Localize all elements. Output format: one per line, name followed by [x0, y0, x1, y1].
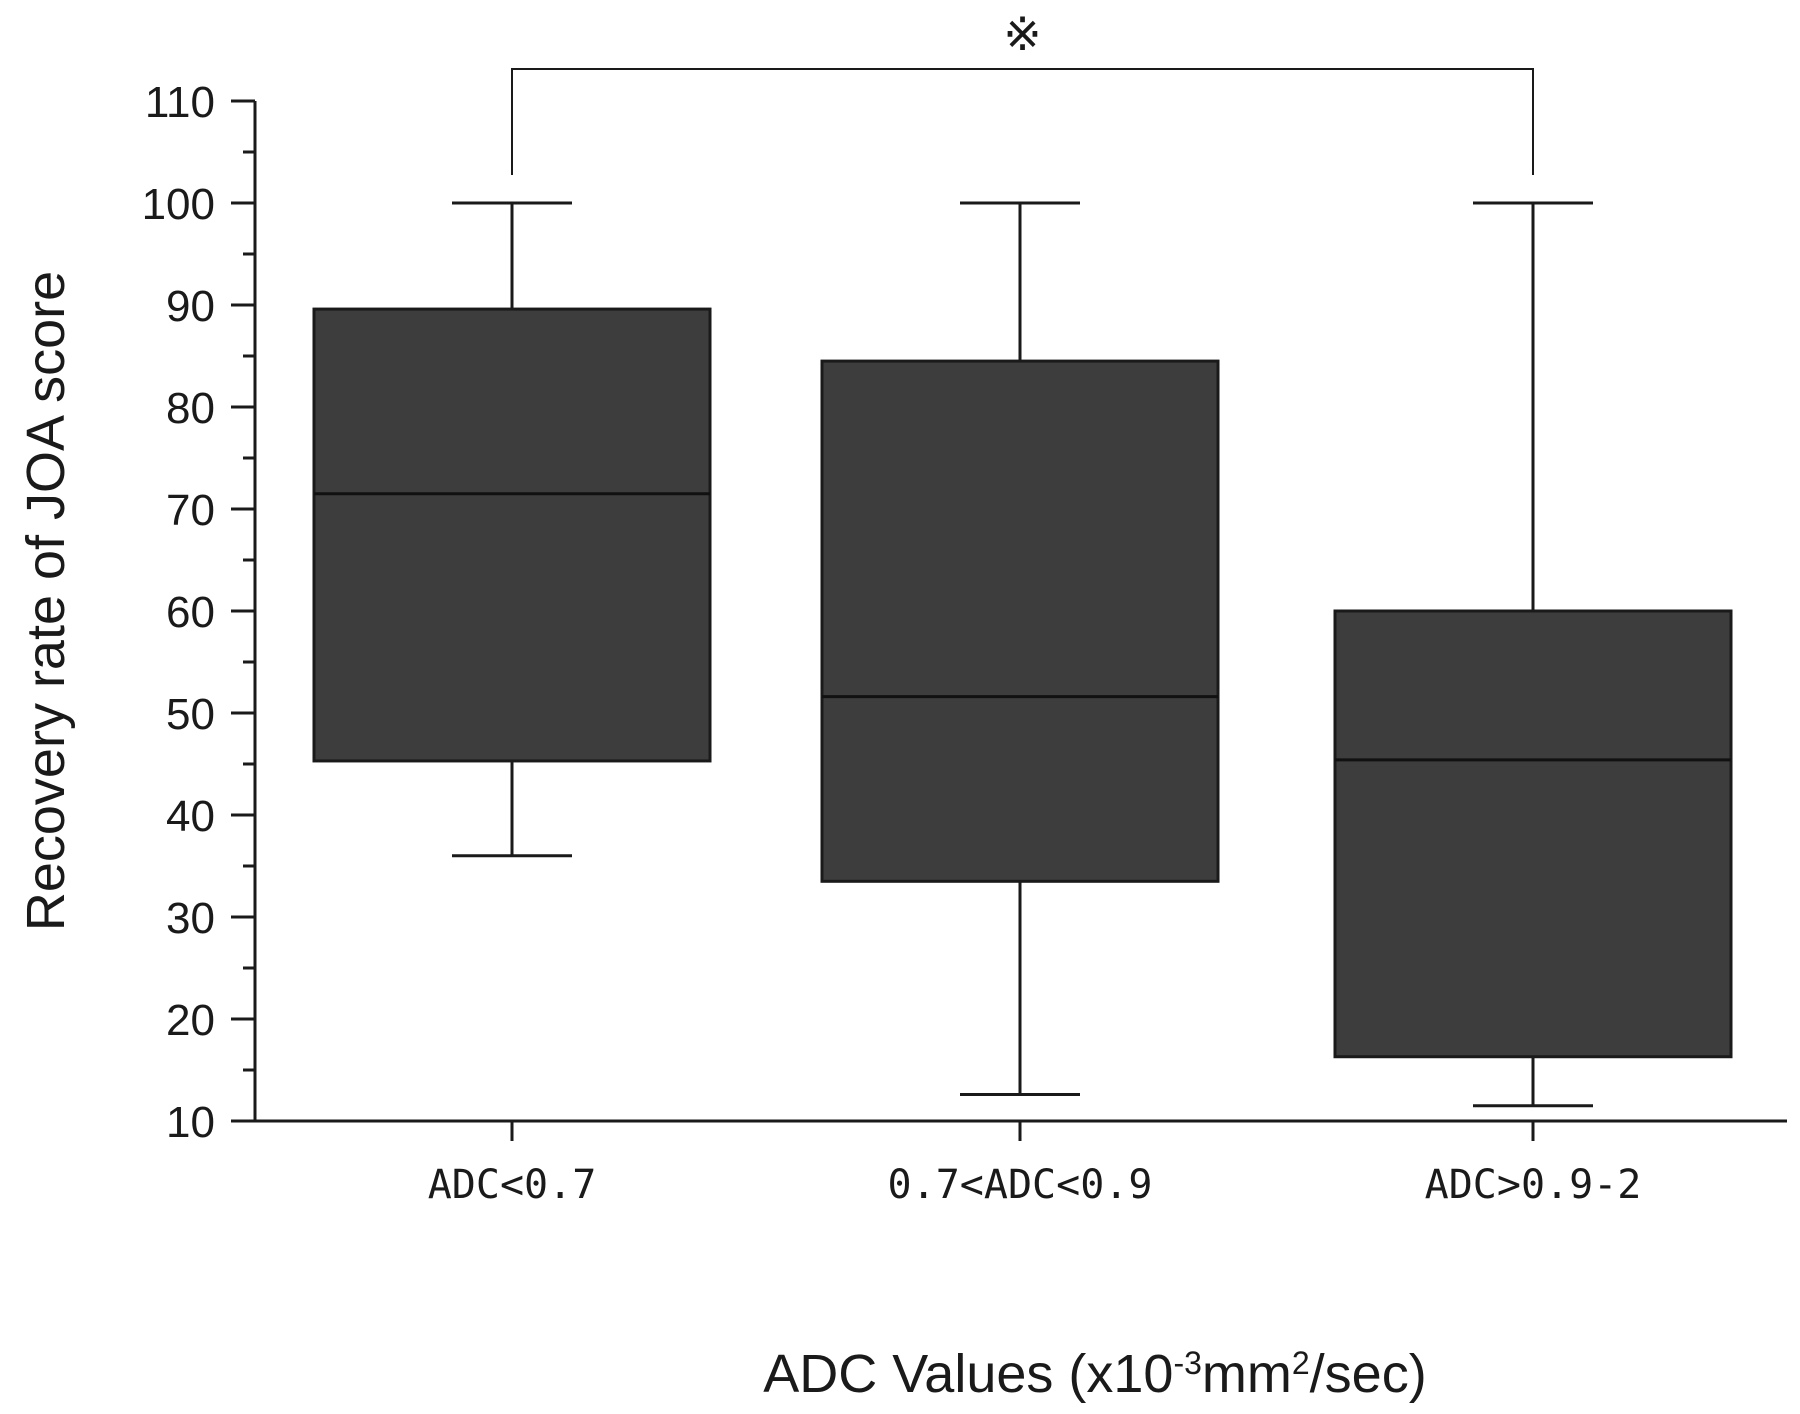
significance-bracket-line — [511, 68, 1534, 175]
y-tick-label: 60 — [166, 588, 215, 637]
x-axis-categories: ADC<0.7 0.7<ADC<0.9 ADC>0.9-2 — [428, 1121, 1642, 1208]
y-tick-label: 100 — [142, 180, 215, 229]
x-axis-title: ADC Values (x10-3mm2/sec) — [763, 1344, 1426, 1404]
iqr-box — [312, 307, 712, 763]
y-tick-label: 10 — [166, 1098, 215, 1147]
x-axis-title-base: ADC Values (x10 — [763, 1344, 1173, 1404]
x-category-label: ADC>0.9-2 — [1425, 1162, 1642, 1208]
y-tick-label: 80 — [166, 384, 215, 433]
y-axis-ticks: 10 20 30 40 50 60 70 80 90 100 110 — [142, 78, 255, 1147]
x-axis-title-exponent-1: -3 — [1173, 1345, 1201, 1381]
x-category-label: ADC<0.7 — [428, 1162, 597, 1208]
box-series — [312, 201, 1733, 1108]
y-tick-label: 70 — [166, 486, 215, 535]
significance-bracket: ※ — [511, 7, 1534, 175]
y-tick-label: 30 — [166, 894, 215, 943]
y-tick-label: 90 — [166, 282, 215, 331]
y-tick-label: 40 — [166, 792, 215, 841]
box-group — [820, 201, 1220, 1096]
iqr-box — [1333, 609, 1733, 1059]
x-axis-title-unit: mm — [1202, 1344, 1292, 1404]
x-category-label: 0.7<ADC<0.9 — [888, 1162, 1153, 1208]
x-axis-title-tail: /sec) — [1310, 1344, 1427, 1404]
y-axis-title: Recovery rate of JOA score — [16, 271, 76, 931]
box-group — [1333, 201, 1733, 1108]
y-tick-label: 50 — [166, 690, 215, 739]
iqr-box — [820, 359, 1220, 883]
significance-marker: ※ — [1003, 7, 1042, 61]
x-axis-title-exponent-2: 2 — [1292, 1345, 1310, 1381]
y-tick-label: 20 — [166, 996, 215, 1045]
y-tick-label: 110 — [145, 78, 215, 127]
box-group — [312, 201, 712, 858]
